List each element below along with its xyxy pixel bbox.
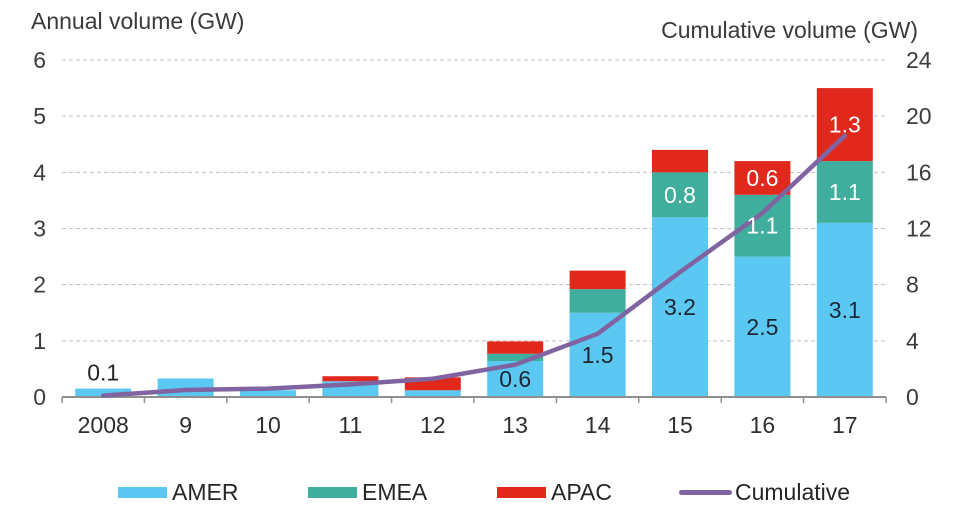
- right-axis-tick-label: 24: [906, 47, 932, 73]
- bar-segment-amer-15: [652, 217, 708, 397]
- bar-segment-apac-14: [569, 270, 626, 290]
- right-axis-tick-label: 8: [906, 272, 919, 298]
- bar-label-apac-16: 0.6: [746, 165, 778, 191]
- legend-label-amer: AMER: [172, 478, 239, 505]
- right-axis-tick-label: 16: [906, 159, 932, 185]
- right-axis-tick-label: 20: [906, 103, 932, 129]
- bar-segment-amer-17: [816, 222, 873, 397]
- bar-segment-amer-2008: [75, 388, 132, 397]
- bar-segment-amer-14: [569, 312, 626, 397]
- left-axis-title: Annual volume (GW): [31, 8, 245, 34]
- legend-label-emea: EMEA: [362, 478, 428, 505]
- bar-label-emea-17: 1.1: [829, 179, 861, 205]
- bar-label-emea-15: 0.8: [664, 182, 696, 208]
- left-axis-tick-label: 5: [33, 103, 46, 129]
- left-axis-tick-label: 2: [33, 272, 46, 298]
- bar-label-amer-15: 3.2: [664, 294, 696, 320]
- bar-label-emea-16: 1.1: [746, 213, 778, 239]
- left-axis-tick-label: 3: [33, 216, 46, 242]
- bar-segment-emea-17: [816, 161, 873, 223]
- bar-segment-apac-15: [652, 149, 708, 173]
- legend-line-swatch: [679, 489, 732, 495]
- legend-swatch-apac: [497, 486, 546, 498]
- bar-segment-amer-12: [404, 390, 461, 397]
- legend-swatch-emea: [308, 486, 357, 498]
- bar-label-amer-13: 0.6: [499, 366, 531, 392]
- x-axis-label-12: 12: [420, 412, 446, 438]
- x-axis-label-15: 15: [667, 412, 693, 438]
- cumulative-line: [100, 133, 848, 398]
- x-axis-label-16: 16: [750, 412, 776, 438]
- right-axis-title: Cumulative volume (GW): [661, 17, 918, 43]
- x-axis-label-14: 14: [585, 412, 611, 438]
- x-axis-label-11: 11: [338, 412, 362, 438]
- x-axis-label-2008: 2008: [78, 412, 129, 438]
- legend-item-apac: APAC: [497, 478, 612, 505]
- left-axis-tick-label: 1: [33, 328, 46, 354]
- bar-label-amer-17: 3.1: [829, 297, 861, 323]
- legend-label-apac: APAC: [551, 478, 612, 505]
- bar-label-apac-17: 1.3: [829, 112, 861, 138]
- left-axis-tick-label: 4: [33, 159, 46, 185]
- right-axis-tick-label: 12: [906, 216, 932, 242]
- x-axis-label-10: 10: [255, 412, 281, 438]
- bar-segment-apac-13: [487, 341, 544, 354]
- bar-segment-apac-17: [816, 88, 873, 162]
- bar-segment-emea-14: [569, 289, 626, 313]
- legend-swatch-amer: [118, 486, 167, 498]
- x-axis-label-9: 9: [179, 412, 192, 438]
- left-axis-tick-label: 0: [33, 384, 46, 410]
- bar-segment-amer-16: [734, 256, 791, 397]
- x-axis-label-17: 17: [832, 412, 858, 438]
- bar-segment-amer-10: [240, 390, 296, 397]
- bar-segment-emea-13: [487, 353, 544, 362]
- legend-item-amer: AMER: [118, 478, 239, 505]
- bar-segment-apac-11: [322, 376, 379, 382]
- bar-segment-apac-16: [734, 161, 791, 195]
- right-axis-tick-label: 0: [906, 384, 919, 410]
- left-axis-tick-label: 6: [33, 47, 46, 73]
- chart-plot-area: 0.1 0.61.53.20.82.51.10.63.11.11.30123456…: [33, 47, 932, 438]
- legend-label-cumulative: Cumulative: [735, 478, 851, 505]
- legend-item-cumulative: Cumulative: [679, 478, 851, 505]
- bar-label-amer-16: 2.5: [746, 314, 778, 340]
- bar-segment-emea-15: [652, 172, 708, 218]
- bar-total-label-2008: 0.1: [87, 360, 119, 386]
- right-axis-tick-label: 4: [906, 328, 919, 354]
- x-axis-label-13: 13: [502, 412, 528, 438]
- legend-item-emea: EMEA: [308, 478, 428, 505]
- bar-label-amer-14: 1.5: [582, 342, 614, 368]
